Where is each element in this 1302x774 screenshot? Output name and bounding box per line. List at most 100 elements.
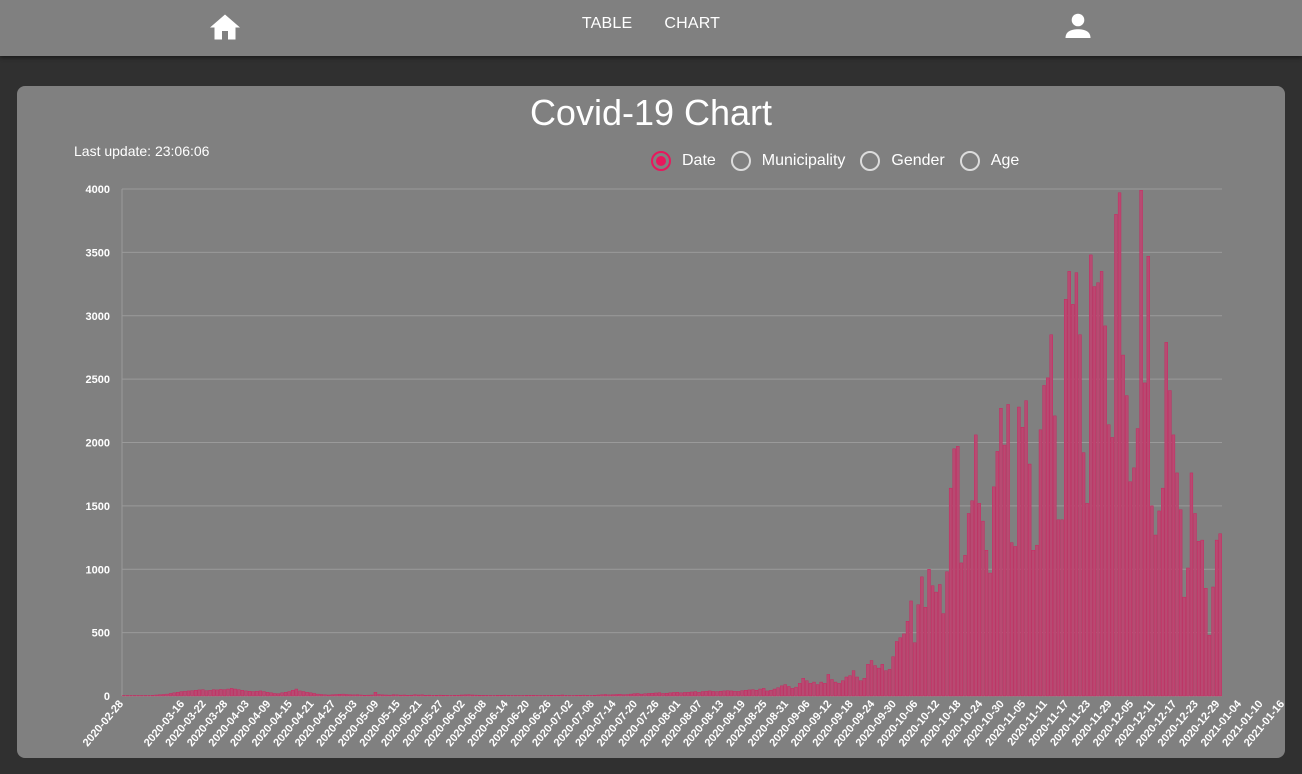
bar (715, 691, 719, 697)
bar (1214, 539, 1219, 697)
bar (830, 679, 834, 697)
bar (402, 694, 406, 697)
app-bar: TABLE CHART (0, 0, 1302, 56)
bar (442, 695, 446, 697)
bar (190, 690, 194, 697)
bar (452, 695, 457, 697)
bar (747, 689, 751, 697)
bar (1143, 382, 1147, 697)
radio-age-indicator[interactable] (959, 151, 980, 171)
bar (629, 693, 633, 697)
bar (557, 695, 561, 697)
radio-gender-indicator[interactable] (860, 151, 881, 171)
bar (578, 695, 582, 697)
y-tick-label: 2500 (86, 374, 110, 386)
bar (456, 695, 460, 697)
bar (546, 695, 550, 697)
bar (528, 695, 532, 697)
bar (535, 695, 539, 697)
bar (222, 689, 227, 697)
bar (654, 692, 658, 697)
bar (470, 694, 475, 697)
bar (359, 694, 363, 697)
bar (905, 621, 910, 697)
bar (125, 695, 130, 697)
bar (1179, 509, 1183, 697)
bar (1013, 546, 1017, 697)
bar (1196, 541, 1201, 697)
radio-municipality[interactable]: Municipality (730, 151, 845, 171)
bar (797, 683, 802, 697)
bar (172, 692, 176, 697)
bar (391, 694, 396, 697)
bar (348, 694, 352, 697)
nav-table[interactable]: TABLE (581, 15, 633, 32)
bar (585, 695, 590, 697)
bar (499, 695, 503, 697)
bar (625, 694, 629, 697)
home-button[interactable] (207, 9, 243, 45)
bar (226, 688, 230, 697)
bar (1193, 513, 1197, 697)
bar (762, 688, 766, 697)
bar (772, 688, 777, 697)
nav-chart[interactable]: CHART (664, 15, 721, 32)
cases-bar-chart: 0 500 1000 1500 2000 2500 3000 3500 4000 2020-02-… (81, 184, 1285, 749)
bar (884, 670, 888, 697)
bar (754, 690, 759, 697)
bar (593, 695, 597, 697)
bar (672, 692, 676, 697)
bar (1161, 487, 1165, 697)
user-button[interactable] (1060, 8, 1096, 44)
bar (992, 486, 996, 697)
radio-date-label: Date (682, 152, 716, 169)
bar (938, 584, 942, 697)
bar (1035, 544, 1039, 697)
bar (370, 694, 374, 697)
bar (1153, 534, 1158, 697)
bar (869, 660, 874, 697)
bar (880, 664, 884, 697)
bar (736, 691, 741, 697)
bar (999, 408, 1003, 697)
bar (424, 695, 428, 697)
bar (201, 689, 205, 697)
bar (657, 692, 662, 697)
bar (567, 695, 572, 697)
bar (675, 691, 680, 697)
bar (549, 695, 554, 697)
bar (664, 693, 669, 697)
bar (1175, 472, 1179, 697)
grouping-radio-group: Date Municipality Gender Age (651, 150, 1034, 172)
bar (564, 695, 568, 697)
bar (1042, 385, 1046, 697)
bar (438, 694, 442, 697)
bar (427, 694, 431, 697)
bar (650, 693, 654, 697)
account-icon (1065, 13, 1091, 38)
bar (283, 691, 288, 697)
bar (215, 689, 219, 697)
radio-age-label: Age (990, 152, 1020, 169)
bar (136, 695, 140, 697)
bar (517, 695, 521, 697)
bar (1182, 596, 1186, 697)
bar (776, 687, 780, 697)
radio-date-indicator[interactable] (651, 151, 671, 171)
radio-municipality-indicator[interactable] (730, 151, 751, 171)
radio-date[interactable]: Date (651, 151, 716, 171)
bar (1056, 519, 1061, 697)
bar (406, 695, 410, 697)
bar (276, 693, 281, 697)
radio-gender[interactable]: Gender (860, 151, 945, 171)
radio-age[interactable]: Age (959, 151, 1020, 171)
bar (1218, 533, 1222, 697)
bar (708, 690, 712, 697)
bar (682, 692, 687, 697)
bar (920, 576, 924, 697)
chart-card: Covid-19 Chart Last update: 23:06:06 Dat… (17, 86, 1285, 758)
bar (877, 667, 881, 697)
bar (718, 690, 723, 697)
bar (1146, 255, 1150, 697)
bar (855, 676, 859, 697)
